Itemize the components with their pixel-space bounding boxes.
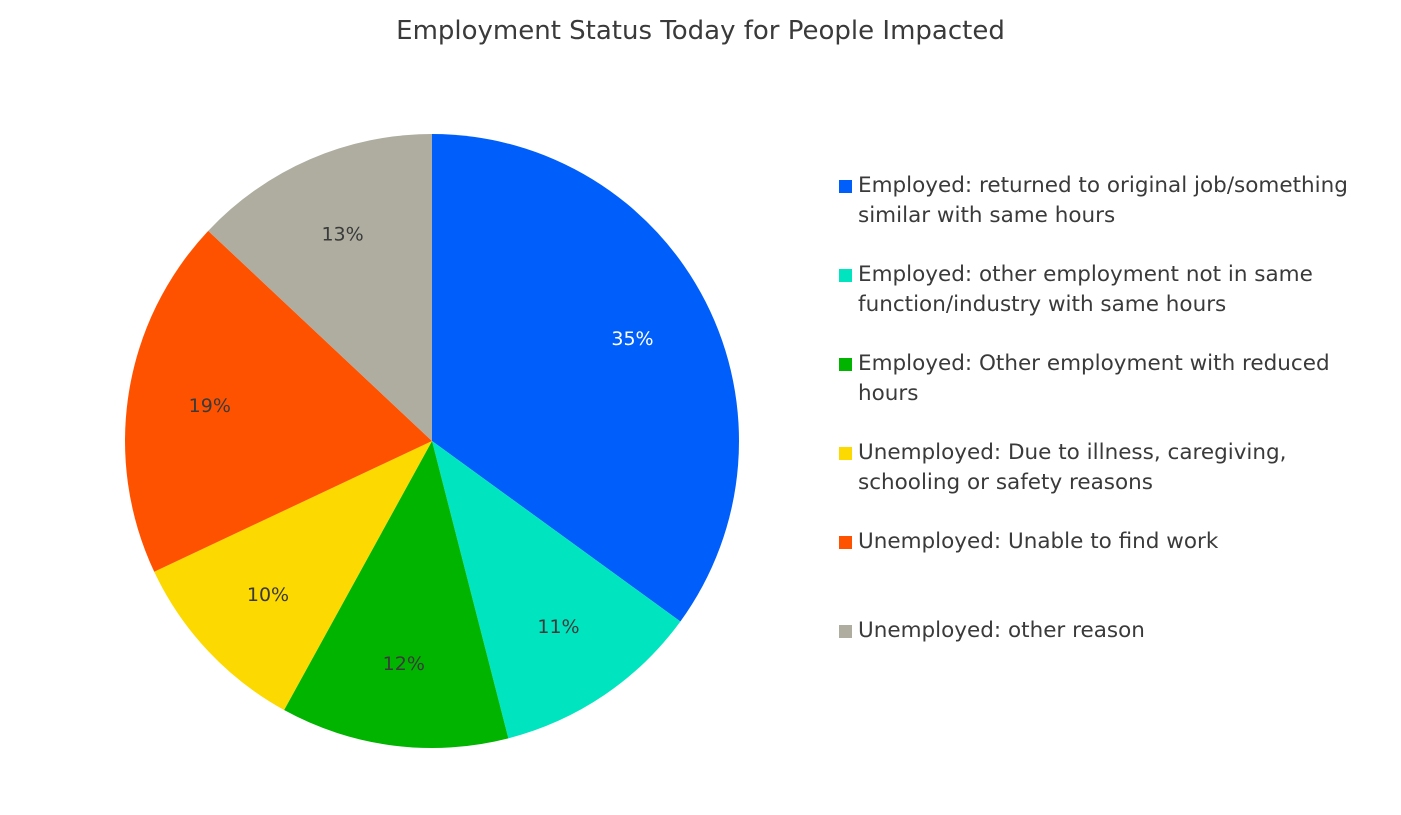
legend-swatch	[839, 358, 852, 371]
pie-slices	[125, 134, 740, 749]
pie-slice-1	[432, 134, 740, 622]
slice-value-label: 11%	[537, 616, 579, 638]
legend-label: Unemployed: Unable to find work	[858, 529, 1219, 554]
slice-value-label: 10%	[247, 584, 289, 606]
legend-swatch	[839, 180, 852, 193]
legend-item: Employed: Other employment with reduced …	[838, 349, 1378, 409]
slice-value-label: 13%	[321, 224, 363, 246]
legend-swatch	[839, 447, 852, 460]
legend-label: Unemployed: other reason	[858, 618, 1145, 643]
legend-item: Unemployed: Unable to find work	[838, 527, 1378, 557]
pie-slice-5	[125, 230, 432, 572]
chart-title: Employment Status Today for People Impac…	[396, 16, 1005, 46]
legend-swatch	[839, 625, 852, 638]
legend-item: Employed: other employment not in same f…	[838, 260, 1378, 320]
slice-value-label: 19%	[189, 395, 231, 417]
legend-label: Unemployed: Due to illness, caregiving, …	[858, 440, 1287, 495]
pie-slice-3	[284, 441, 509, 749]
slice-value-label: 35%	[611, 328, 653, 350]
legend-swatch	[839, 536, 852, 549]
legend-label: Employed: other employment not in same f…	[858, 262, 1313, 317]
legend-item: Unemployed: other reason	[838, 616, 1378, 646]
pie-slice-4	[154, 441, 432, 711]
legend-swatch	[839, 269, 852, 282]
legend: Employed: returned to original job/somet…	[838, 171, 1378, 646]
legend-item: Unemployed: Due to illness, caregiving, …	[838, 438, 1378, 498]
pie-slice-6	[208, 134, 432, 441]
legend-label: Employed: returned to original job/somet…	[858, 173, 1348, 228]
legend-label: Employed: Other employment with reduced …	[858, 351, 1330, 406]
slice-value-label: 12%	[383, 653, 425, 675]
pie-slice-2	[432, 441, 681, 739]
legend-item: Employed: returned to original job/somet…	[838, 171, 1378, 231]
pie-slice-labels: 35% 11% 12% 10% 19% 13%	[189, 224, 654, 676]
